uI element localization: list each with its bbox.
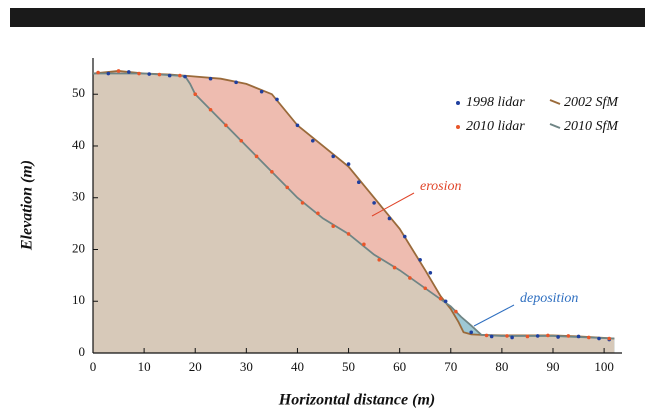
x-tick-label: 40 bbox=[291, 359, 304, 374]
lidar-point bbox=[356, 180, 361, 185]
lidar-point bbox=[331, 154, 336, 159]
lidar-point bbox=[137, 71, 141, 76]
lidar-point bbox=[505, 334, 509, 338]
lidar-point bbox=[423, 286, 428, 291]
y-tick-label: 10 bbox=[72, 292, 85, 307]
lidar-point bbox=[408, 276, 412, 280]
lidar-point bbox=[167, 73, 172, 78]
plot: 0 10 20 30 40 50 60 70 80 90 100 0 10 20 30 40 50 1998 li… bbox=[72, 58, 622, 374]
lidar-point bbox=[193, 92, 198, 97]
lidar-point bbox=[346, 232, 351, 236]
annotation: erosion bbox=[420, 179, 461, 194]
lidar-point bbox=[392, 265, 397, 270]
lidar-point bbox=[535, 334, 540, 338]
x-tick-label: 90 bbox=[547, 359, 560, 374]
lidar-point bbox=[556, 335, 560, 339]
y-tick-label: 0 bbox=[79, 344, 86, 359]
lidar-point bbox=[372, 201, 376, 205]
lidar-point bbox=[428, 270, 433, 275]
y-tick-label: 50 bbox=[72, 85, 85, 100]
lidar-point bbox=[285, 185, 290, 190]
ground-area bbox=[93, 73, 615, 353]
legend-label: 2002 SfM bbox=[564, 95, 619, 110]
lidar-point bbox=[234, 80, 238, 85]
lidar-point bbox=[362, 242, 366, 247]
x-tick-label: 70 bbox=[444, 359, 457, 374]
lidar-point bbox=[418, 258, 422, 262]
lidar-point bbox=[310, 139, 315, 143]
lidar-point bbox=[270, 170, 274, 174]
lidar-point bbox=[259, 89, 264, 94]
lidar-point bbox=[489, 334, 494, 339]
x-tick-label: 60 bbox=[393, 359, 406, 374]
legend-marker bbox=[456, 125, 460, 129]
lidar-point bbox=[510, 335, 514, 340]
lidar-point bbox=[275, 97, 279, 102]
lidar-point bbox=[484, 333, 489, 338]
lidar-point bbox=[586, 335, 591, 340]
lidar-point bbox=[566, 334, 571, 338]
lidar-point bbox=[295, 123, 300, 128]
lidar-point bbox=[126, 70, 131, 74]
x-tick-label: 80 bbox=[495, 359, 508, 374]
lidar-point bbox=[316, 211, 320, 216]
annotation-leader bbox=[371, 192, 415, 217]
lidar-point bbox=[178, 73, 182, 78]
lidar-point bbox=[116, 69, 121, 73]
lidar-point bbox=[546, 333, 550, 338]
y-tick-label: 30 bbox=[72, 189, 85, 204]
legend-label: 1998 lidar bbox=[466, 95, 525, 110]
lidar-point bbox=[239, 139, 244, 143]
legend-label: 2010 SfM bbox=[564, 119, 619, 134]
y-axis-label: Elevation (m) bbox=[19, 160, 36, 251]
lidar-point bbox=[454, 309, 458, 314]
x-tick-label: 30 bbox=[240, 359, 253, 374]
legend-line bbox=[549, 99, 561, 105]
x-axis-label: Horizontal distance (m) bbox=[278, 392, 435, 409]
legend-label: 2010 lidar bbox=[466, 119, 525, 134]
x-tick-label: 10 bbox=[138, 359, 151, 374]
x-tick-label: 50 bbox=[342, 359, 355, 374]
lidar-point bbox=[469, 330, 474, 335]
legend-marker bbox=[456, 101, 460, 105]
lidar-point bbox=[525, 334, 530, 339]
lidar-point bbox=[438, 296, 443, 301]
lidar-point bbox=[224, 123, 228, 128]
x-tick-label: 20 bbox=[189, 359, 202, 374]
lidar-point bbox=[443, 299, 448, 304]
y-tick-label: 40 bbox=[72, 137, 85, 152]
lidar-point bbox=[157, 72, 162, 77]
lidar-point bbox=[106, 71, 111, 76]
lidar-point bbox=[576, 334, 581, 339]
lidar-point bbox=[387, 216, 392, 221]
lidar-point bbox=[183, 74, 187, 79]
lidar-point bbox=[346, 162, 351, 166]
lidar-point bbox=[300, 201, 305, 205]
header-bar bbox=[10, 8, 645, 27]
x-tick-label: 0 bbox=[90, 359, 97, 374]
lidar-point bbox=[331, 224, 336, 229]
x-tick-label: 100 bbox=[594, 359, 614, 374]
legend-line bbox=[549, 123, 561, 129]
lidar-point bbox=[208, 107, 213, 112]
lidar-point bbox=[607, 336, 612, 341]
lidar-point bbox=[147, 72, 152, 76]
lidar-point bbox=[96, 70, 100, 75]
annotation: deposition bbox=[520, 291, 578, 306]
lidar-point bbox=[208, 76, 213, 81]
lidar-point bbox=[254, 154, 259, 159]
annotation-leader bbox=[473, 304, 515, 327]
y-tick-label: 20 bbox=[72, 240, 85, 255]
lidar-point bbox=[377, 258, 382, 262]
lidar-point bbox=[402, 234, 407, 239]
lidar-point bbox=[597, 336, 601, 341]
areas bbox=[93, 70, 615, 354]
